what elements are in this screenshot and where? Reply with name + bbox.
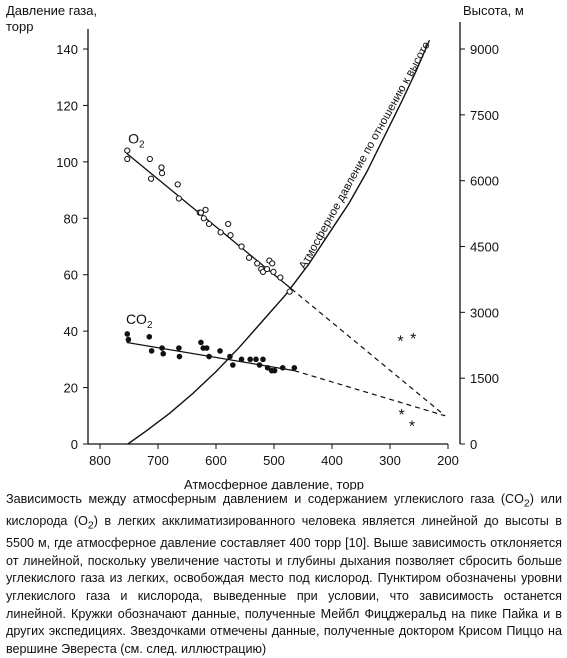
right-y-tick-label: 9000 bbox=[470, 42, 499, 57]
co2-series-label: CO2 bbox=[126, 311, 153, 331]
right-y-tick-label: 1500 bbox=[470, 371, 499, 386]
co2-data-point bbox=[160, 350, 167, 357]
extrapolation-line bbox=[294, 370, 446, 417]
figure-caption: Зависимость между атмосферным давлением … bbox=[6, 492, 562, 656]
x-tick-label: 200 bbox=[437, 453, 459, 468]
curve-label: Атмосферное давление по отношению к высо… bbox=[297, 40, 433, 272]
left-y-tick-label: 120 bbox=[56, 98, 78, 113]
co2-data-point bbox=[260, 356, 266, 363]
right-y-tick-label: 6000 bbox=[470, 174, 499, 189]
x-tick-label: 400 bbox=[321, 453, 343, 468]
pressure-altitude-curve-group: Атмосферное давление по отношению к высо… bbox=[127, 39, 433, 445]
co2-data-point bbox=[253, 356, 259, 363]
co2-data-point bbox=[159, 345, 165, 351]
left-axis-title-line2: торр bbox=[6, 19, 34, 34]
o2-data-point bbox=[238, 243, 245, 250]
co2-data-point bbox=[238, 356, 245, 363]
co2-data-point bbox=[227, 353, 233, 360]
left-y-tick-label: 80 bbox=[64, 211, 78, 226]
chart-axes bbox=[87, 22, 461, 445]
chart-ticks: 800 700 600 500 400 300 200 0 20 40 60 80 100 120 140 0… bbox=[56, 42, 499, 468]
right-y-tick-label: 4500 bbox=[470, 240, 499, 255]
o2-data-point bbox=[270, 268, 277, 275]
o2-data-point bbox=[227, 232, 234, 239]
x-tick-label: 300 bbox=[379, 453, 401, 468]
o2-data-point bbox=[158, 170, 166, 177]
right-y-tick-label: 3000 bbox=[470, 305, 499, 320]
left-y-tick-label: 100 bbox=[56, 155, 78, 170]
co2-data-point bbox=[146, 333, 153, 340]
o2-data-point bbox=[174, 181, 181, 188]
o2-data-point bbox=[124, 155, 131, 163]
x-tick-label: 800 bbox=[89, 453, 111, 468]
right-y-tick-label: 0 bbox=[470, 437, 477, 452]
pressure-altitude-curve bbox=[127, 39, 431, 445]
o2-data-point bbox=[245, 254, 253, 261]
o2-data-point bbox=[124, 147, 131, 154]
left-axis-title-line1: Давление газа, bbox=[6, 3, 97, 18]
co2-data-point bbox=[206, 353, 212, 360]
chart-series: * * * * O2 CO2 bbox=[124, 131, 446, 435]
pressure-chart: 800 700 600 500 400 300 200 0 20 40 60 80 100 120 140 0… bbox=[6, 3, 524, 490]
x-tick-label: 600 bbox=[205, 453, 227, 468]
everest-asterisk-point: * bbox=[398, 407, 404, 424]
everest-asterisk-point: * bbox=[397, 334, 403, 351]
co2-data-point bbox=[176, 345, 182, 351]
co2-data-point bbox=[264, 365, 271, 371]
left-y-tick-label: 0 bbox=[71, 437, 78, 452]
o2-data-point bbox=[197, 209, 205, 216]
co2-data-point bbox=[124, 331, 131, 337]
extrapolation-line bbox=[291, 288, 446, 417]
left-y-tick-label: 140 bbox=[56, 42, 78, 57]
o2-data-point bbox=[225, 220, 232, 228]
o2-data-point bbox=[175, 195, 182, 202]
right-axis-title: Высота, м bbox=[463, 3, 524, 18]
o2-data-point bbox=[158, 164, 165, 171]
co2-data-point bbox=[247, 356, 254, 363]
right-y-tick-label: 7500 bbox=[470, 108, 499, 123]
o2-data-point bbox=[147, 175, 155, 182]
co2-data-point bbox=[291, 365, 298, 371]
o2-data-point bbox=[217, 229, 224, 236]
o2-data-point bbox=[259, 268, 267, 275]
o2-series-label: O2 bbox=[128, 131, 145, 151]
co2-data-point bbox=[176, 353, 183, 360]
co2-data-point bbox=[148, 348, 155, 354]
o2-data-point bbox=[269, 260, 276, 267]
o2-data-point bbox=[200, 215, 207, 222]
everest-asterisk-point: * bbox=[409, 418, 415, 435]
o2-data-point bbox=[254, 260, 261, 267]
co2-data-point bbox=[125, 336, 132, 343]
co2-data-point bbox=[256, 362, 263, 368]
co2-data-point bbox=[271, 367, 278, 374]
everest-asterisk-point: * bbox=[410, 331, 416, 348]
o2-data-point bbox=[146, 155, 153, 163]
co2-data-point bbox=[279, 365, 286, 371]
co2-data-point bbox=[198, 339, 204, 346]
x-axis-title: Атмосферное давление, торр bbox=[184, 477, 364, 490]
o2-data-point bbox=[205, 220, 213, 228]
o2-data-point bbox=[202, 206, 209, 213]
o2-data-point bbox=[286, 288, 293, 295]
left-y-tick-label: 20 bbox=[64, 381, 78, 396]
x-tick-label: 700 bbox=[147, 453, 169, 468]
o2-data-point bbox=[277, 274, 284, 281]
co2-data-point bbox=[217, 348, 223, 354]
co2-data-point bbox=[230, 362, 236, 368]
x-tick-label: 500 bbox=[263, 453, 285, 468]
left-y-tick-label: 60 bbox=[64, 268, 78, 283]
left-y-tick-label: 40 bbox=[64, 324, 78, 339]
o2-data-point bbox=[263, 265, 271, 273]
co2-data-point bbox=[203, 345, 210, 351]
